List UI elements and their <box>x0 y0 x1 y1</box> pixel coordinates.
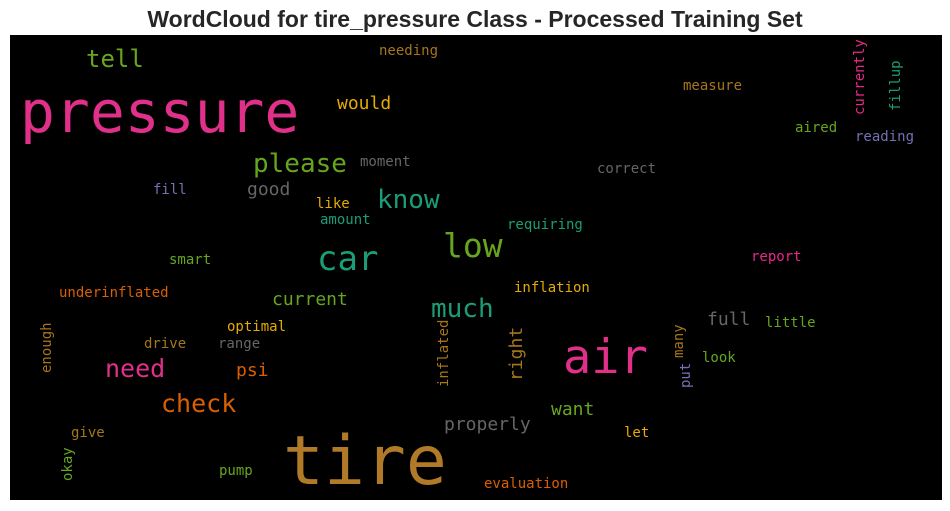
word-currently: currently <box>852 39 868 115</box>
word-smart: smart <box>169 252 212 268</box>
word-psi: psi <box>236 360 269 381</box>
word-optimal: optimal <box>227 319 287 335</box>
word-give: give <box>71 425 105 441</box>
word-air: air <box>563 330 648 385</box>
wordcloud-canvas: tire pressure air car low know please much need c… <box>10 35 942 500</box>
word-let: let <box>624 425 650 441</box>
word-good: good <box>247 179 291 200</box>
word-check: check <box>161 389 237 418</box>
word-car: car <box>317 239 379 279</box>
word-properly: properly <box>444 414 531 435</box>
word-please: please <box>253 149 347 179</box>
word-would: would <box>337 93 392 114</box>
word-pressure: pressure <box>20 78 300 146</box>
word-requiring: requiring <box>507 217 583 233</box>
word-needing: needing <box>379 43 439 59</box>
word-full: full <box>707 309 751 330</box>
word-measure: measure <box>683 78 743 94</box>
word-right: right <box>506 326 527 381</box>
word-look: look <box>702 350 736 366</box>
word-tell: tell <box>86 45 144 73</box>
word-enough: enough <box>39 322 55 373</box>
word-fill: fill <box>153 182 187 198</box>
word-inflated: inflated <box>436 319 452 387</box>
word-little: little <box>765 315 816 331</box>
word-many: many <box>671 324 687 358</box>
word-drive: drive <box>144 336 187 352</box>
word-tire: tire <box>283 422 447 500</box>
word-need: need <box>105 354 166 383</box>
word-amount: amount <box>320 212 371 228</box>
word-know: know <box>377 185 440 215</box>
word-like: like <box>316 196 350 212</box>
word-aired: aired <box>795 120 838 136</box>
word-put: put <box>678 362 694 388</box>
word-inflation: inflation <box>514 280 590 296</box>
word-fillup: fillup <box>888 60 904 111</box>
word-evaluation: evaluation <box>484 476 569 492</box>
word-range: range <box>218 336 261 352</box>
word-okay: okay <box>60 447 76 481</box>
word-correct: correct <box>597 161 657 177</box>
word-pump: pump <box>219 463 253 479</box>
word-report: report <box>751 249 802 265</box>
chart-title: WordCloud for tire_pressure Class - Proc… <box>147 6 803 32</box>
word-low: low <box>443 226 503 265</box>
word-want: want <box>551 399 595 420</box>
word-current: current <box>272 289 348 310</box>
word-reading: reading <box>855 129 915 145</box>
word-much: much <box>431 294 494 324</box>
word-moment: moment <box>360 154 411 170</box>
word-underinflated: underinflated <box>59 285 169 301</box>
